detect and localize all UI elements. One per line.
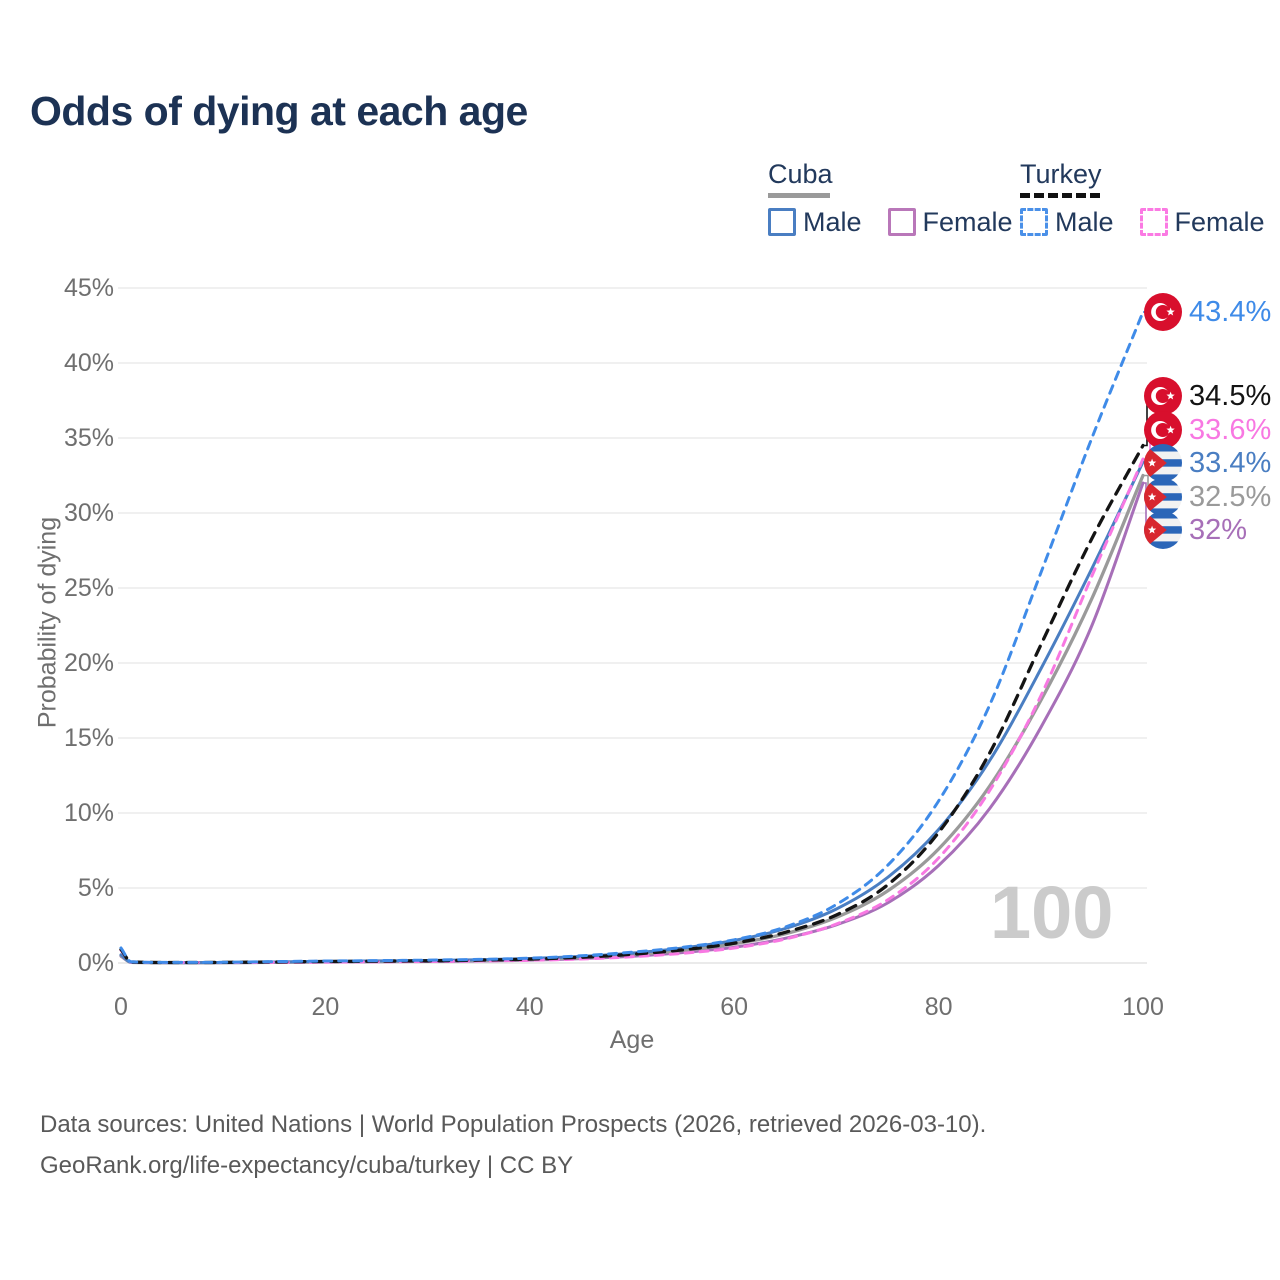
x-tick-label: 20: [311, 993, 340, 1021]
legend-country-turkey[interactable]: Turkey: [1020, 159, 1102, 189]
turkey-female-swatch-icon: [1139, 208, 1168, 237]
y-tick-label: 35%: [63, 424, 114, 452]
legend-cuba-line-sample: [768, 192, 830, 198]
y-axis-title: Probability of dying: [33, 516, 62, 729]
end-value: 32.5%: [1189, 480, 1272, 513]
y-tick-label: 0%: [77, 949, 114, 977]
y-tick-label: 20%: [63, 649, 114, 677]
end-label-turkey-female: 33.6%: [1144, 410, 1271, 450]
x-tick-label: 80: [924, 993, 953, 1021]
turkey-male-swatch-icon: [1020, 208, 1048, 237]
y-tick-label: 5%: [77, 874, 114, 902]
cuba-flag-icon: [1144, 511, 1182, 549]
legend-turkey-line-sample: [1020, 192, 1100, 198]
legend-label: Male: [1055, 206, 1114, 237]
y-tick-label: 30%: [63, 499, 114, 527]
y-tick-label: 25%: [63, 574, 114, 602]
legend-label: Female: [1174, 206, 1265, 237]
y-tick-label: 45%: [63, 274, 114, 302]
end-label-turkey-both: 34.5%: [1144, 376, 1271, 416]
series-line-turkey-both-sexes: [119, 443, 1145, 965]
source-line-2[interactable]: GeoRank.org/life-expectancy/cuba/turkey …: [40, 1152, 574, 1180]
end-label-cuba-male: 33.4%: [1144, 443, 1271, 483]
end-value: 34.5%: [1189, 379, 1272, 412]
end-label-turkey-male: 43.4%: [1144, 292, 1271, 332]
turkey-flag-icon: [1144, 293, 1182, 331]
x-tick-label: 0: [114, 993, 128, 1021]
y-tick-label: 10%: [63, 799, 114, 827]
cuba-male-swatch-icon: [768, 208, 796, 237]
series-line-turkey-male: [119, 310, 1145, 964]
end-value: 33.4%: [1189, 446, 1272, 479]
y-tick-label: 40%: [63, 349, 114, 377]
x-axis-title: Age: [609, 1026, 655, 1054]
legend-label: Male: [803, 206, 862, 237]
source-line-1: Data sources: United Nations | World Pop…: [40, 1111, 987, 1138]
legend-item-cuba-male[interactable]: Male: [768, 207, 862, 238]
page-title: Odds of dying at each age: [30, 88, 528, 134]
cuba-female-swatch-icon: [887, 208, 916, 237]
legend-group-cuba: Cuba Male Female: [768, 159, 1013, 238]
x-tick-label: 100: [1122, 993, 1164, 1021]
end-label-cuba-female: 32%: [1144, 510, 1247, 550]
source-text: Data sources: United Nations | World Pop…: [40, 1104, 986, 1187]
legend-item-turkey-female[interactable]: Female: [1139, 206, 1265, 238]
end-value: 33.6%: [1189, 413, 1272, 446]
turkey-flag-icon: [1144, 411, 1182, 449]
legend-item-cuba-female[interactable]: Female: [887, 206, 1013, 238]
legend-item-turkey-male[interactable]: Male: [1020, 207, 1114, 238]
y-tick-label: 15%: [63, 724, 114, 752]
age-watermark: 100: [990, 871, 1114, 954]
x-tick-label: 40: [515, 993, 544, 1021]
legend-country-cuba[interactable]: Cuba: [768, 159, 833, 189]
x-tick-label: 60: [720, 993, 749, 1021]
legend-label: Female: [922, 206, 1013, 237]
legend-group-turkey: Turkey Male Female: [1020, 159, 1265, 238]
end-value: 32%: [1189, 513, 1248, 546]
turkey-flag-icon: [1144, 377, 1182, 415]
end-value: 43.4%: [1189, 295, 1272, 328]
